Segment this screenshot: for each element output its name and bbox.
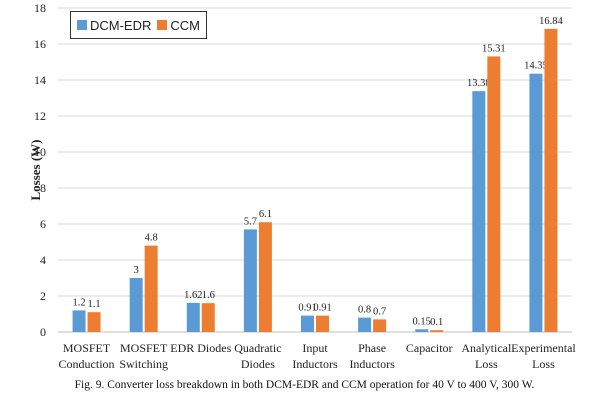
bar-dcm-edr <box>358 317 372 332</box>
y-tick-label: 6 <box>40 217 46 231</box>
data-label: 1.1 <box>87 299 100 310</box>
bar-ccm <box>144 245 158 332</box>
x-tick-label: EDR Diodes <box>170 341 231 355</box>
y-tick-label: 12 <box>34 109 46 123</box>
bar-dcm-edr <box>472 91 486 332</box>
x-tick-label: MOSFET <box>63 341 111 355</box>
x-tick-label: Inductors <box>349 357 395 371</box>
y-axis-label: Losses (W) <box>28 139 43 200</box>
data-label: 14.35 <box>524 61 548 72</box>
x-tick-label: Loss <box>532 357 555 371</box>
x-tick-label: Quadratic <box>234 341 281 355</box>
x-tick-label: Capacitor <box>406 341 453 355</box>
bar-ccm <box>373 319 387 332</box>
legend: DCM-EDR CCM <box>70 11 207 39</box>
x-tick-label: Phase <box>358 341 386 355</box>
bar-ccm <box>544 28 558 332</box>
x-tick-label: Conduction <box>59 357 115 371</box>
y-tick-label: 2 <box>40 289 46 303</box>
x-tick-label: Experimental <box>511 341 576 355</box>
bar-dcm-edr <box>129 278 143 332</box>
bar-chart: 0 2 4 6 8 10 12 14 16 18 Losses (W) 1.2 1.1 MOSFET Con… <box>28 1 576 371</box>
bar-dcm-edr <box>529 73 543 332</box>
y-tick-label: 4 <box>40 253 46 267</box>
data-label: 0.8 <box>358 305 371 316</box>
data-label: 1.2 <box>72 297 85 308</box>
bar-dcm-edr <box>415 329 429 332</box>
bar-dcm-edr <box>186 302 200 332</box>
x-tick-label: MOSFET <box>120 341 168 355</box>
y-tick-label: 10 <box>34 145 46 159</box>
bar-dcm-edr <box>72 310 86 332</box>
y-tick-label: 16 <box>34 37 46 51</box>
y-tick-label: 0 <box>40 325 46 339</box>
bar-ccm <box>87 312 101 332</box>
y-tick-label: 14 <box>34 73 46 87</box>
data-label: 0.91 <box>298 303 316 314</box>
data-label: 0.91 <box>313 303 331 314</box>
bar-ccm <box>258 222 272 332</box>
figure-caption: Fig. 9. Converter loss breakdown in both… <box>74 379 535 391</box>
y-tick-label: 8 <box>40 181 46 195</box>
data-label: 3 <box>134 265 139 276</box>
x-tick-label: Input <box>302 341 328 355</box>
data-label: 0.1 <box>430 317 443 328</box>
x-tick-label: Switching <box>119 357 168 371</box>
x-tick-label: Inductors <box>292 357 338 371</box>
x-tick-label: Analytical <box>461 341 512 355</box>
bar-ccm <box>487 56 501 333</box>
y-tick-label: 18 <box>34 1 46 15</box>
data-label: 13.38 <box>467 78 491 89</box>
data-label: 6.1 <box>259 209 272 220</box>
data-label: 15.31 <box>482 43 506 54</box>
legend-item-dcm-edr: DCM-EDR <box>77 18 151 33</box>
legend-item-ccm: CCM <box>157 18 200 33</box>
legend-swatch-dcm-edr <box>77 20 87 30</box>
bar-dcm-edr <box>301 315 314 332</box>
bar-ccm <box>201 303 215 332</box>
bar-dcm-edr <box>243 229 257 332</box>
legend-swatch-ccm <box>157 20 168 30</box>
data-label: 4.8 <box>145 233 158 244</box>
data-label: 1.6 <box>202 290 215 301</box>
data-label: 0.15 <box>413 316 431 327</box>
legend-label-ccm: CCM <box>170 17 200 33</box>
data-label: 0.7 <box>373 306 386 317</box>
legend-label-dcm-edr: DCM-EDR <box>90 17 152 33</box>
data-label: 1.62 <box>184 290 202 301</box>
x-tick-label: Loss <box>475 357 498 371</box>
data-label: 16.84 <box>539 16 563 27</box>
bar-ccm <box>316 315 329 332</box>
data-label: 5.7 <box>244 216 257 227</box>
x-tick-label: Diodes <box>241 357 275 371</box>
bar-ccm <box>430 330 444 332</box>
